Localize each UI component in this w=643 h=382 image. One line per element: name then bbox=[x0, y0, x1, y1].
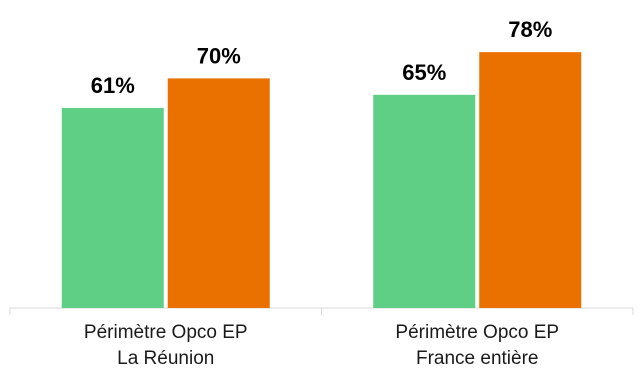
data-label-2-1: 65% bbox=[402, 60, 446, 85]
bar-1-2 bbox=[167, 78, 270, 309]
data-label-2-2: 78% bbox=[508, 17, 552, 42]
bar-2-2 bbox=[479, 52, 582, 308]
category-label-2-line-2: France entière bbox=[416, 348, 539, 369]
plot-area: 61% 70% Périmètre Opco EP La Réunion 65% 78% P… bbox=[9, 17, 634, 369]
category-label-2-line-1: Périmètre Opco EP bbox=[395, 322, 559, 343]
bar-1-1 bbox=[61, 107, 164, 308]
category-label-1-line-2: La Réunion bbox=[117, 348, 214, 369]
data-label-1-1: 61% bbox=[91, 73, 135, 98]
data-label-1-2: 70% bbox=[197, 43, 241, 68]
bar-2-1 bbox=[373, 94, 476, 308]
category-label-1-line-1: Périmètre Opco EP bbox=[84, 322, 248, 343]
